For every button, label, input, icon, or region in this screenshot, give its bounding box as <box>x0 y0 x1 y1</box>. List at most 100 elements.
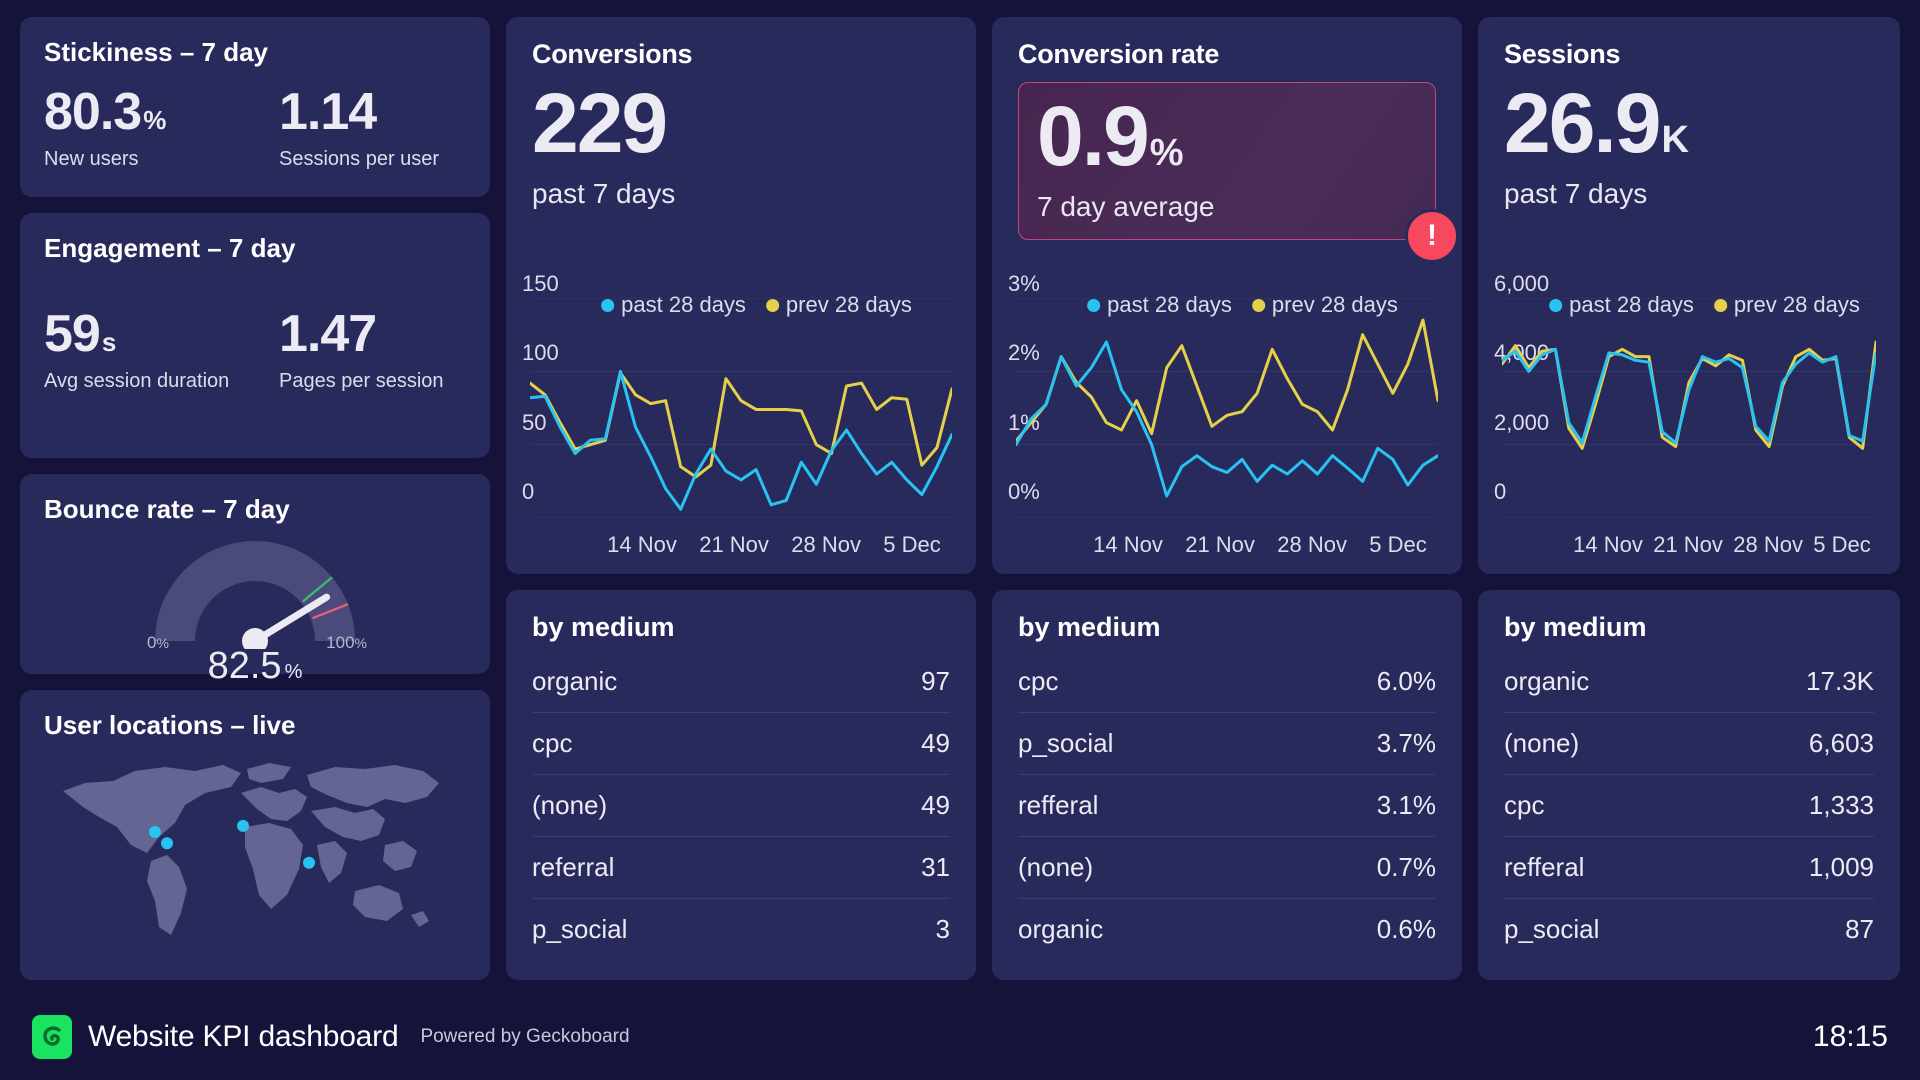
list-item[interactable]: refferal 1,009 <box>1504 837 1874 899</box>
card-sessions-by-medium[interactable]: by medium organic 17.3K (none) 6,603 cpc 1,33… <box>1478 590 1900 980</box>
kpi-subtitle: past 7 days <box>1504 177 1648 209</box>
gauge-marker-target <box>302 576 333 603</box>
list-item[interactable]: (none) 6,603 <box>1504 713 1874 775</box>
list-body: cpc 6.0% p_social 3.7% refferal 3.1% (none) 0.7… <box>1018 651 1436 960</box>
list-item-value: 0.7% <box>1376 852 1436 882</box>
list-item-value: 1,009 <box>1808 852 1874 882</box>
card-sessions-header: Sessions 26.9 K past 7 days <box>1478 17 1900 232</box>
card-title: Engagement – 7 day <box>44 233 296 263</box>
card-conversions[interactable]: Conversions 229 past 7 days past 28 days… <box>506 17 976 574</box>
logo-glyph <box>43 1026 61 1046</box>
card-user-locations[interactable]: User locations – live <box>20 690 490 980</box>
list-item-label: p_social <box>1018 728 1114 758</box>
kpi-subtitle: past 7 days <box>532 177 676 209</box>
x-axis-tick: 28 Nov <box>791 532 861 557</box>
card-stickiness[interactable]: Stickiness – 7 day 80.3% New users 1.14 … <box>20 17 490 197</box>
card-conversion-rate[interactable]: Conversion rate 0.9% 7 day average ! pas… <box>992 17 1462 574</box>
list-item[interactable]: cpc 6.0% <box>1018 651 1436 713</box>
list-item[interactable]: organic 17.3K <box>1504 651 1874 713</box>
list-item-value: 97 <box>921 666 950 696</box>
x-axis-tick: 28 Nov <box>1277 532 1347 557</box>
metric-sessions-per-user: 1.14 Sessions per user <box>279 86 466 171</box>
series-line <box>1016 342 1438 496</box>
metric-label: Sessions per user <box>279 148 440 170</box>
x-axis-tick: 28 Nov <box>1733 532 1803 557</box>
metric-value-wrap: 59 s <box>44 308 231 360</box>
list-item[interactable]: (none) 0.7% <box>1018 837 1436 899</box>
list-item-value: 17.3K <box>1806 666 1874 696</box>
list-item-value: 6,603 <box>1808 728 1874 758</box>
list-item-value: 31 <box>921 852 950 882</box>
list-item-value: 49 <box>921 790 950 820</box>
legend-label-previous: prev 28 days <box>1733 292 1860 317</box>
legend-label-previous: prev 28 days <box>1271 292 1398 317</box>
x-axis-tick: 14 Nov <box>1573 532 1643 557</box>
map-pin[interactable] <box>149 826 161 838</box>
x-axis-tick: 21 Nov <box>1185 532 1255 557</box>
line-chart-svg <box>530 298 952 518</box>
map-pin[interactable] <box>161 837 173 850</box>
y-axis-tick: 2% <box>1008 340 1040 366</box>
card-title: Bounce rate – 7 day <box>44 494 290 524</box>
list-item[interactable]: organic 97 <box>532 651 950 713</box>
list-item-label: p_social <box>1504 914 1600 944</box>
map-pin[interactable] <box>303 856 315 869</box>
legend-dot-current <box>1087 298 1101 312</box>
footer: Website KPI dashboard Powered by Geckobo… <box>20 994 1900 1080</box>
y-axis-tick: 3% <box>1008 271 1040 296</box>
y-axis-tick: 0 <box>522 478 535 504</box>
x-axis-tick: 21 Nov <box>1653 532 1723 557</box>
plot-area <box>1502 298 1876 518</box>
list-item-label: organic <box>1018 914 1104 944</box>
x-axis-labels: 14 Nov 21 Nov 28 Nov 5 Dec <box>1082 532 1438 558</box>
metric-pages-per-session: 1.47 Pages per session <box>279 308 466 393</box>
list-item[interactable]: referral 31 <box>532 837 950 899</box>
map-pin[interactable] <box>237 819 249 832</box>
x-axis-tick: 5 Dec <box>1813 532 1871 557</box>
list-title: by medium <box>532 612 675 642</box>
card-engagement[interactable]: Engagement – 7 day 59 s Avg session durat… <box>20 213 490 458</box>
list-item[interactable]: refferal 3.1% <box>1018 775 1436 837</box>
list-item[interactable]: p_social 87 <box>1504 899 1874 960</box>
card-title: Conversions <box>532 39 693 69</box>
list-item[interactable]: p_social 3 <box>532 899 950 960</box>
list-item[interactable]: (none) 49 <box>532 775 950 837</box>
list-item[interactable]: cpc 1,333 <box>1504 775 1874 837</box>
card-rate-by-medium[interactable]: by medium cpc 6.0% p_social 3.7% refferal 3.1… <box>992 590 1462 980</box>
list-item-label: (none) <box>1018 852 1094 882</box>
y-axis-tick: 100 <box>522 340 559 366</box>
list-item[interactable]: cpc 49 <box>532 713 950 775</box>
footer-title: Website KPI dashboard <box>88 1020 399 1053</box>
gauge-value-wrap: 82.5% <box>208 645 303 688</box>
y-axis-labels: 150 100 50 0 <box>522 271 596 518</box>
list-item-value: 3.1% <box>1376 790 1436 820</box>
y-axis-tick: 50 <box>522 409 547 435</box>
metric-new-users: 80.3% New users <box>44 86 231 171</box>
metric-label: New users <box>44 148 139 170</box>
metric-value: 1.47 <box>279 305 377 363</box>
list-item-value: 0.6% <box>1376 914 1436 944</box>
list-item-value: 87 <box>1845 914 1874 944</box>
legend-item-previous: prev 28 days <box>765 292 912 318</box>
metric-label: Avg session duration <box>44 370 230 392</box>
x-axis-tick: 14 Nov <box>1093 532 1163 557</box>
list-item-label: cpc <box>1504 790 1545 820</box>
card-conversion-rate-header: Conversion rate 0.9% 7 day average ! <box>992 17 1462 263</box>
kpi-block: 26.9 K past 7 days <box>1504 81 1874 210</box>
gauge-marker-limit <box>312 603 349 620</box>
card-conversions-by-medium[interactable]: by medium organic 97 cpc 49 (none) 49 referral… <box>506 590 976 980</box>
plot-area <box>530 298 952 518</box>
card-bounce-rate[interactable]: Bounce rate – 7 day 0% 100% 82.5% <box>20 474 490 687</box>
exclamation-icon[interactable]: ! <box>1405 208 1459 263</box>
list-item-value: 6.0% <box>1376 666 1436 696</box>
legend-label-current: past 28 days <box>621 292 746 317</box>
list-body: organic 97 cpc 49 (none) 49 referral 31 p_social… <box>532 651 950 960</box>
legend-item-current: past 28 days <box>601 292 746 318</box>
gauge: 0% 100% 82.5% <box>44 531 466 688</box>
list-item[interactable]: organic 0.6% <box>1018 899 1436 960</box>
legend-label-current: past 28 days <box>1107 292 1232 317</box>
list-item-label: (none) <box>532 790 608 820</box>
card-sessions[interactable]: Sessions 26.9 K past 7 days past 28 days … <box>1478 17 1900 574</box>
list-item[interactable]: p_social 3.7% <box>1018 713 1436 775</box>
